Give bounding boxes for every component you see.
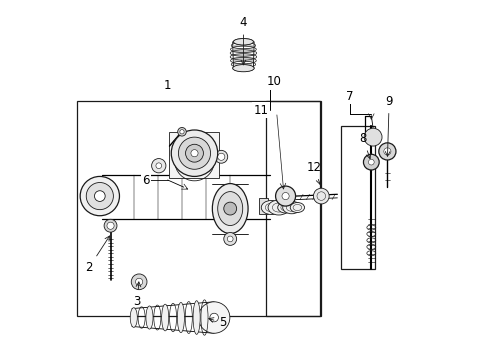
- Text: 6: 6: [142, 174, 149, 186]
- Ellipse shape: [193, 301, 200, 334]
- Circle shape: [367, 159, 373, 165]
- Ellipse shape: [145, 306, 153, 329]
- Ellipse shape: [261, 201, 281, 215]
- Text: 7: 7: [346, 90, 353, 103]
- Text: 10: 10: [266, 75, 281, 88]
- Circle shape: [107, 222, 114, 229]
- Bar: [265, 102, 321, 316]
- Circle shape: [86, 183, 113, 210]
- Circle shape: [224, 233, 236, 246]
- Text: 5: 5: [208, 316, 226, 329]
- Ellipse shape: [282, 201, 300, 214]
- Ellipse shape: [162, 304, 168, 331]
- Ellipse shape: [277, 202, 293, 213]
- Text: 8: 8: [359, 132, 370, 159]
- Circle shape: [383, 148, 390, 155]
- Circle shape: [209, 313, 218, 322]
- Ellipse shape: [290, 203, 304, 212]
- Circle shape: [224, 202, 236, 215]
- Ellipse shape: [267, 200, 289, 215]
- Circle shape: [313, 188, 328, 204]
- Circle shape: [282, 193, 288, 200]
- Circle shape: [104, 219, 117, 232]
- Ellipse shape: [130, 308, 137, 327]
- Circle shape: [214, 150, 227, 163]
- Ellipse shape: [232, 65, 254, 71]
- Circle shape: [275, 186, 295, 206]
- Circle shape: [80, 176, 119, 216]
- Bar: [340, 126, 374, 269]
- Circle shape: [177, 127, 186, 136]
- Text: 11: 11: [253, 104, 268, 117]
- Ellipse shape: [232, 64, 254, 72]
- Text: 12: 12: [306, 161, 321, 184]
- Ellipse shape: [212, 184, 247, 234]
- Bar: [169, 132, 219, 178]
- Text: 3: 3: [133, 282, 141, 308]
- Text: 1: 1: [163, 79, 171, 92]
- Ellipse shape: [217, 192, 242, 226]
- Circle shape: [131, 274, 147, 290]
- Circle shape: [151, 158, 165, 173]
- Circle shape: [198, 302, 229, 333]
- Bar: [77, 102, 319, 316]
- Circle shape: [190, 150, 198, 157]
- Circle shape: [156, 163, 162, 168]
- Circle shape: [227, 236, 233, 242]
- Circle shape: [378, 143, 395, 160]
- Circle shape: [217, 153, 224, 160]
- Ellipse shape: [177, 302, 184, 333]
- Bar: [258, 198, 267, 214]
- Text: 9: 9: [385, 95, 392, 156]
- Circle shape: [180, 130, 184, 134]
- Circle shape: [171, 130, 217, 176]
- Circle shape: [94, 191, 105, 202]
- Circle shape: [135, 278, 142, 285]
- Circle shape: [185, 144, 203, 162]
- Circle shape: [178, 137, 210, 169]
- Circle shape: [363, 154, 378, 170]
- Circle shape: [364, 128, 381, 146]
- Ellipse shape: [233, 39, 253, 45]
- Text: 2: 2: [85, 236, 109, 274]
- Text: 4: 4: [239, 16, 246, 65]
